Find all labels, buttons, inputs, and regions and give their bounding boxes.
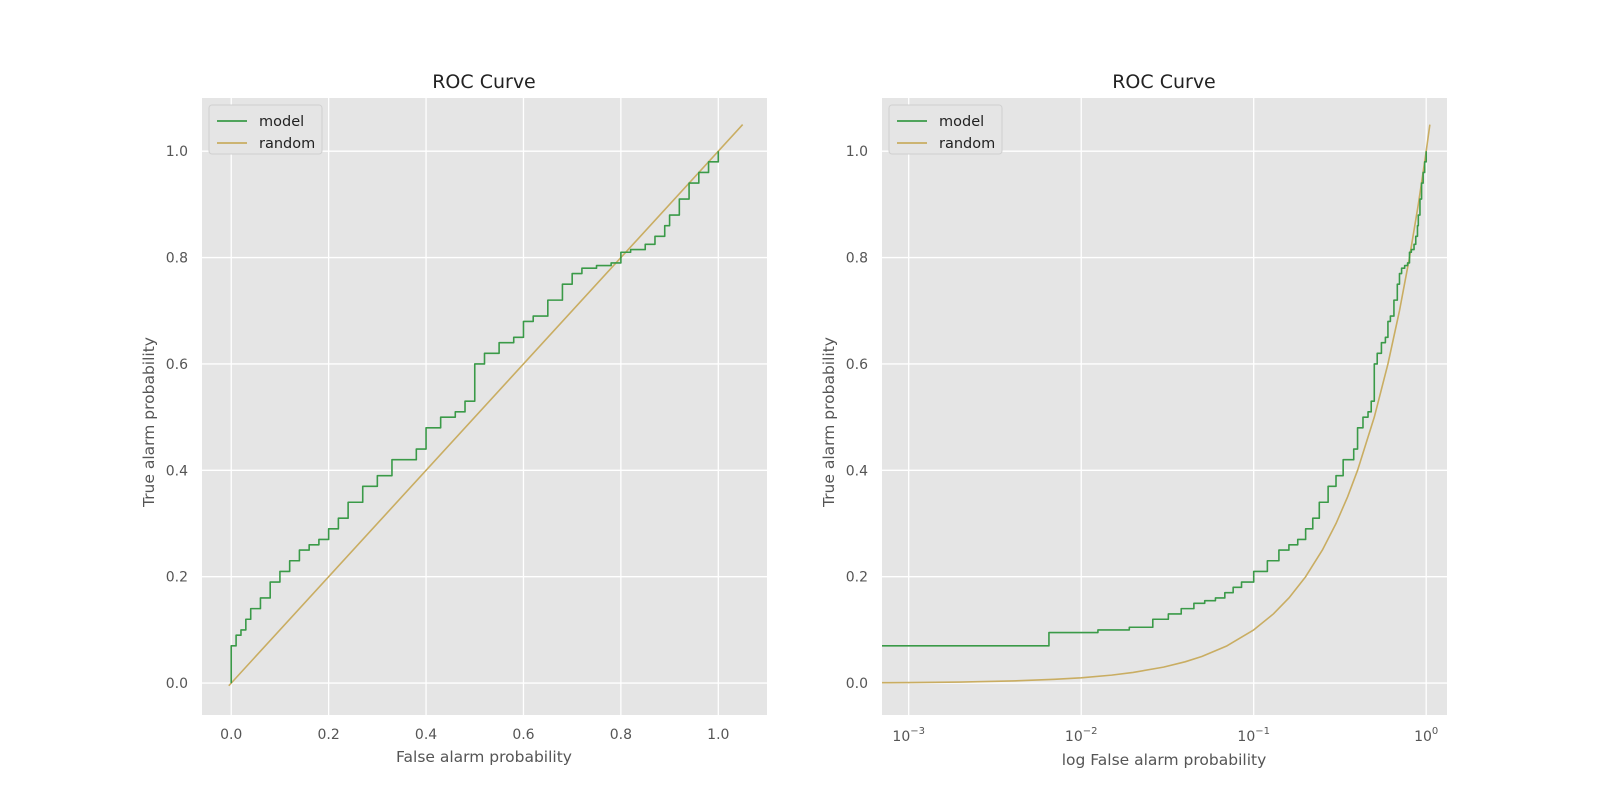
y-tick-label: 0.0 bbox=[846, 676, 868, 692]
roc-chart-linear: ROC Curve False alarm probability True a… bbox=[140, 71, 767, 766]
series-line-random bbox=[228, 124, 744, 687]
y-tick-label: 0.8 bbox=[166, 251, 188, 267]
series-group bbox=[882, 124, 1431, 684]
y-tick-label: 0.8 bbox=[846, 251, 868, 267]
x-tick-label: 0.0 bbox=[220, 727, 242, 743]
legend-box bbox=[888, 104, 1003, 155]
y-tick-label: 0.6 bbox=[166, 357, 188, 373]
x-tick-label: 10−2 bbox=[1065, 726, 1098, 745]
plot-area bbox=[882, 98, 1447, 715]
x-axis-label: False alarm probability bbox=[396, 748, 572, 766]
y-tick-label: 0.6 bbox=[846, 357, 868, 373]
x-tick-label: 1.0 bbox=[707, 727, 729, 743]
grid bbox=[202, 98, 767, 715]
legend: model random bbox=[888, 104, 1003, 155]
x-axis-label: log False alarm probability bbox=[1062, 751, 1267, 769]
series-line-model bbox=[230, 151, 720, 684]
y-tick-label: 0.4 bbox=[846, 463, 868, 479]
x-tick-label: 0.6 bbox=[512, 727, 534, 743]
legend-box bbox=[208, 104, 323, 155]
x-tick-label: 10−1 bbox=[1237, 726, 1270, 745]
legend: model random bbox=[208, 104, 323, 155]
y-axis-label: True alarm probability bbox=[140, 337, 158, 508]
x-tick-label: 0.8 bbox=[610, 727, 632, 743]
y-tick-label: 1.0 bbox=[846, 144, 868, 160]
chart-title: ROC Curve bbox=[1112, 71, 1216, 93]
y-tick-label: 0.2 bbox=[846, 570, 868, 586]
legend-label-random: random bbox=[939, 136, 995, 152]
roc-chart-log: ROC Curve log False alarm probability Tr… bbox=[820, 71, 1447, 769]
series-line-model bbox=[882, 151, 1427, 647]
series-group bbox=[228, 124, 744, 687]
legend-label-model: model bbox=[259, 114, 304, 130]
series-line-random bbox=[882, 124, 1431, 684]
y-tick-label: 1.0 bbox=[166, 144, 188, 160]
y-tick-label: 0.0 bbox=[166, 676, 188, 692]
x-tick-label: 100 bbox=[1414, 726, 1438, 745]
grid bbox=[882, 98, 1447, 715]
legend-label-random: random bbox=[259, 136, 315, 152]
x-tick-label: 0.2 bbox=[318, 727, 340, 743]
chart-title: ROC Curve bbox=[432, 71, 536, 93]
y-axis-label: True alarm probability bbox=[820, 337, 838, 508]
x-tick-label: 0.4 bbox=[415, 727, 437, 743]
legend-label-model: model bbox=[939, 114, 984, 130]
y-tick-label: 0.2 bbox=[166, 570, 188, 586]
y-tick-label: 0.4 bbox=[166, 463, 188, 479]
x-tick-label: 10−3 bbox=[892, 726, 925, 745]
